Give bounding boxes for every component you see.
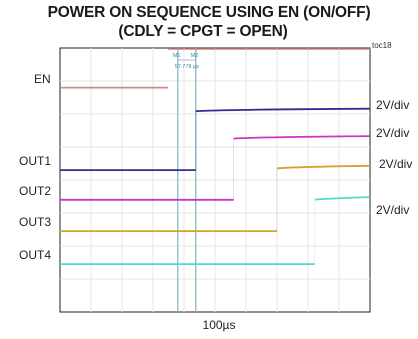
scale-label: 2V/div (376, 125, 410, 140)
trace-out1-high (195, 107, 371, 113)
scale-label: 2V/div (376, 203, 410, 218)
marker-m2-label: M2 (191, 53, 199, 59)
channel-label-out2: OUT2 (19, 183, 52, 198)
figure-id: toc18 (372, 41, 392, 50)
x-axis-label: 100µs (202, 318, 236, 332)
scale-label: 2V/div (379, 157, 413, 172)
channel-label-out3: OUT3 (19, 215, 52, 230)
trace-out2-high (233, 135, 371, 140)
channel-label-out4: OUT4 (19, 248, 52, 263)
scale-label: 2V/div (376, 97, 410, 112)
marker-m1-label: M1 (173, 53, 181, 59)
trace-out4-high (314, 196, 371, 201)
chart-subtitle: (CDLY = CPGT = OPEN) (118, 23, 288, 40)
channel-label-out1: OUT1 (19, 154, 52, 169)
trace-out3-high (276, 164, 371, 170)
marker-delta-label: 57.778 µs (175, 64, 200, 70)
chart-title: POWER ON SEQUENCE USING EN (ON/OFF) (47, 4, 371, 21)
channel-label-en: EN (34, 71, 51, 86)
